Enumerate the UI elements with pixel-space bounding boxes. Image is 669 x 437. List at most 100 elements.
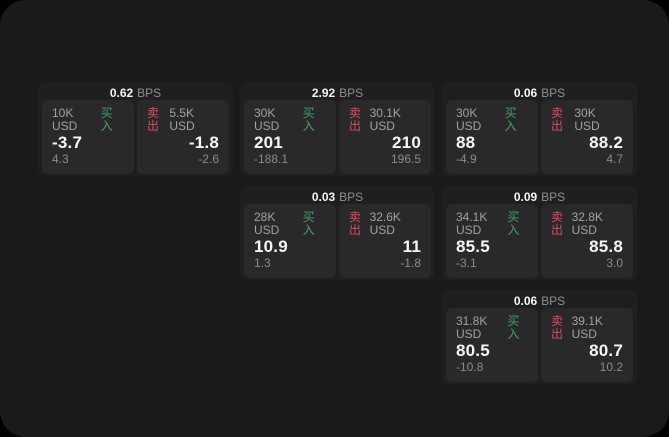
bps-header: 0.06 BPS bbox=[446, 86, 633, 100]
buy-label: 买入 bbox=[302, 210, 315, 237]
sell-price: 88.2 bbox=[589, 133, 623, 152]
card-body: 30K USD 买入 88 -4.9 卖出 30K USD 88.2 4.7 bbox=[446, 100, 633, 174]
panel-top: 30K USD 买入 bbox=[254, 107, 326, 133]
sell-amount: 5.5K USD bbox=[169, 106, 195, 133]
panel-top: 28K USD 买入 bbox=[254, 211, 326, 237]
quote-card: 0.06 BPS 31.8K USD 买入 80.5 -10.8 卖出 39.1… bbox=[442, 290, 637, 385]
bps-unit-label: BPS bbox=[339, 86, 364, 100]
bps-value: 2.92 bbox=[311, 86, 336, 100]
bps-unit-label: BPS bbox=[137, 86, 162, 100]
bps-unit-label: BPS bbox=[541, 190, 566, 204]
sell-amount: 39.1K USD bbox=[571, 314, 603, 341]
sell-delta: -2.6 bbox=[198, 152, 219, 166]
sell-amount: 30K USD bbox=[574, 106, 600, 133]
bps-header: 0.62 BPS bbox=[42, 86, 229, 100]
sell-delta: 4.7 bbox=[606, 152, 623, 166]
sell-label: 卖出 bbox=[147, 106, 160, 133]
buy-price: -3.7 bbox=[52, 133, 83, 152]
sell-price: 85.8 bbox=[589, 237, 623, 256]
panel-top: 31.8K USD 买入 bbox=[456, 315, 528, 341]
sell-delta: -1.8 bbox=[400, 256, 421, 270]
buy-delta: 4.3 bbox=[52, 152, 69, 166]
sell-panel[interactable]: 卖出 32.8K USD 85.8 3.0 bbox=[541, 204, 633, 278]
sell-price: 210 bbox=[392, 133, 421, 152]
panel-top: 卖出 5.5K USD bbox=[147, 107, 219, 133]
panel-top: 30K USD 买入 bbox=[456, 107, 528, 133]
buy-amount: 10K USD bbox=[52, 106, 78, 133]
sell-panel[interactable]: 卖出 39.1K USD 80.7 10.2 bbox=[541, 308, 633, 382]
sell-amount: 32.6K USD bbox=[369, 210, 401, 237]
buy-panel[interactable]: 10K USD 买入 -3.7 4.3 bbox=[42, 100, 134, 174]
buy-panel[interactable]: 34.1K USD 买入 85.5 -3.1 bbox=[446, 204, 538, 278]
bps-value: 0.03 bbox=[311, 190, 336, 204]
sell-amount: 32.8K USD bbox=[571, 210, 603, 237]
bps-header: 0.03 BPS bbox=[244, 190, 431, 204]
card-body: 30K USD 买入 201 -188.1 卖出 30.1K USD 210 1… bbox=[244, 100, 431, 174]
sell-label: 卖出 bbox=[349, 106, 362, 133]
buy-label: 买入 bbox=[507, 314, 520, 341]
panel-top: 卖出 30K USD bbox=[551, 107, 623, 133]
buy-price: 88 bbox=[456, 133, 476, 152]
panel-top: 卖出 32.6K USD bbox=[349, 211, 421, 237]
sell-panel[interactable]: 卖出 5.5K USD -1.8 -2.6 bbox=[137, 100, 229, 174]
buy-label: 买入 bbox=[507, 210, 520, 237]
card-body: 10K USD 买入 -3.7 4.3 卖出 5.5K USD -1.8 -2.… bbox=[42, 100, 229, 174]
buy-delta: -188.1 bbox=[254, 152, 289, 166]
sell-price: 11 bbox=[402, 237, 421, 256]
buy-panel[interactable]: 30K USD 买入 88 -4.9 bbox=[446, 100, 538, 174]
panel-top: 卖出 39.1K USD bbox=[551, 315, 623, 341]
buy-delta: -3.1 bbox=[456, 256, 477, 270]
sell-price: 80.7 bbox=[589, 341, 623, 360]
buy-delta: -4.9 bbox=[456, 152, 477, 166]
sell-delta: 3.0 bbox=[606, 256, 623, 270]
bps-value: 0.09 bbox=[513, 190, 538, 204]
buy-amount: 28K USD bbox=[254, 210, 280, 237]
buy-amount: 31.8K USD bbox=[456, 314, 488, 341]
sell-delta: 10.2 bbox=[599, 360, 623, 374]
card-body: 31.8K USD 买入 80.5 -10.8 卖出 39.1K USD 80.… bbox=[446, 308, 633, 382]
quote-card: 0.03 BPS 28K USD 买入 10.9 1.3 卖出 32.6K US… bbox=[240, 186, 435, 281]
buy-price: 10.9 bbox=[254, 237, 288, 256]
quote-card: 0.06 BPS 30K USD 买入 88 -4.9 卖出 30K USD 8… bbox=[442, 82, 637, 177]
sell-label: 卖出 bbox=[551, 314, 564, 341]
sell-amount: 30.1K USD bbox=[369, 106, 401, 133]
bps-value: 0.62 bbox=[109, 86, 134, 100]
sell-panel[interactable]: 卖出 30K USD 88.2 4.7 bbox=[541, 100, 633, 174]
panel-top: 10K USD 买入 bbox=[52, 107, 124, 133]
buy-amount: 34.1K USD bbox=[456, 210, 488, 237]
bps-header: 2.92 BPS bbox=[244, 86, 431, 100]
quote-card: 2.92 BPS 30K USD 买入 201 -188.1 卖出 30.1K … bbox=[240, 82, 435, 177]
bps-header: 0.09 BPS bbox=[446, 190, 633, 204]
bps-unit-label: BPS bbox=[541, 86, 566, 100]
buy-panel[interactable]: 28K USD 买入 10.9 1.3 bbox=[244, 204, 336, 278]
sell-label: 卖出 bbox=[349, 210, 362, 237]
buy-delta: 1.3 bbox=[254, 256, 271, 270]
buy-price: 85.5 bbox=[456, 237, 490, 256]
buy-amount: 30K USD bbox=[254, 106, 280, 133]
sell-panel[interactable]: 卖出 32.6K USD 11 -1.8 bbox=[339, 204, 431, 278]
bps-unit-label: BPS bbox=[339, 190, 364, 204]
buy-delta: -10.8 bbox=[456, 360, 484, 374]
sell-panel[interactable]: 卖出 30.1K USD 210 196.5 bbox=[339, 100, 431, 174]
quote-cards-grid: 0.62 BPS 10K USD 买入 -3.7 4.3 卖出 5.5K USD… bbox=[38, 82, 637, 385]
buy-amount: 30K USD bbox=[456, 106, 482, 133]
buy-label: 买入 bbox=[100, 106, 113, 133]
sell-label: 卖出 bbox=[551, 210, 564, 237]
bps-unit-label: BPS bbox=[541, 294, 566, 308]
buy-price: 201 bbox=[254, 133, 283, 152]
buy-price: 80.5 bbox=[456, 341, 490, 360]
bps-header: 0.06 BPS bbox=[446, 294, 633, 308]
sell-label: 卖出 bbox=[551, 106, 564, 133]
panel-top: 34.1K USD 买入 bbox=[456, 211, 528, 237]
sell-price: -1.8 bbox=[188, 133, 219, 152]
panel-top: 卖出 32.8K USD bbox=[551, 211, 623, 237]
card-body: 28K USD 买入 10.9 1.3 卖出 32.6K USD 11 -1.8 bbox=[244, 204, 431, 278]
buy-panel[interactable]: 31.8K USD 买入 80.5 -10.8 bbox=[446, 308, 538, 382]
buy-panel[interactable]: 30K USD 买入 201 -188.1 bbox=[244, 100, 336, 174]
quote-card: 0.09 BPS 34.1K USD 买入 85.5 -3.1 卖出 32.8K… bbox=[442, 186, 637, 281]
buy-label: 买入 bbox=[504, 106, 517, 133]
sell-delta: 196.5 bbox=[390, 152, 421, 166]
buy-label: 买入 bbox=[302, 106, 315, 133]
quote-card: 0.62 BPS 10K USD 买入 -3.7 4.3 卖出 5.5K USD… bbox=[38, 82, 233, 177]
bps-value: 0.06 bbox=[513, 86, 538, 100]
